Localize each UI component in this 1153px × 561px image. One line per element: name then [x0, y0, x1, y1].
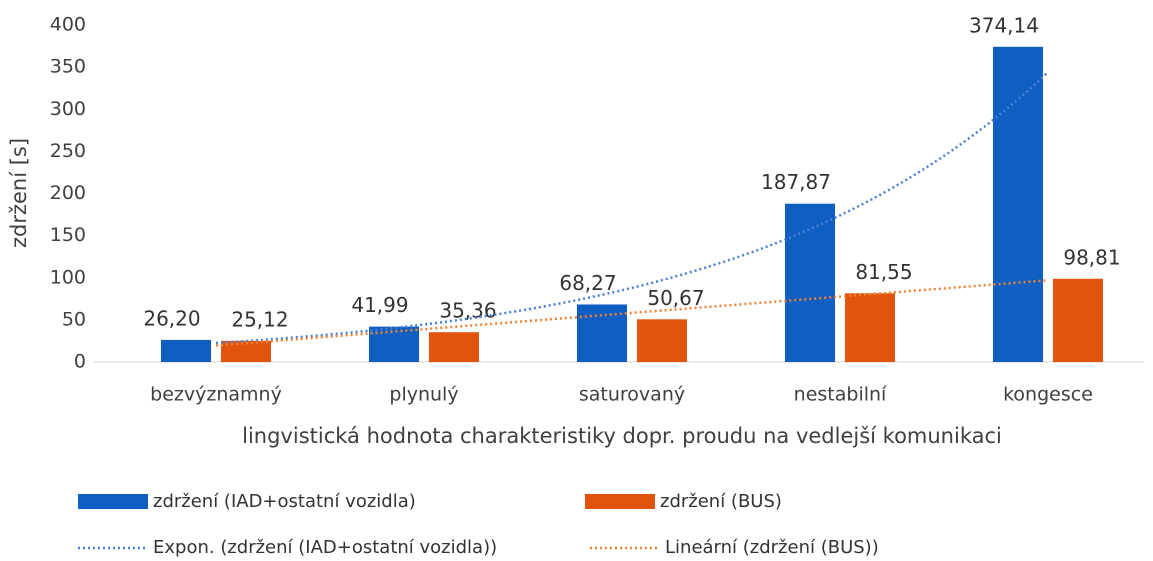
bar: [1053, 278, 1103, 362]
x-tick-label: kongesce: [1003, 384, 1093, 406]
trendline: [215, 71, 1049, 345]
value-label: 41,99: [351, 293, 408, 317]
bar: [429, 332, 479, 362]
x-tick-label: bezvýznamný: [150, 384, 282, 406]
value-label: 50,67: [647, 286, 704, 310]
x-axis-title: lingvistická hodnota charakteristiky dop…: [242, 424, 1002, 448]
bar: [221, 340, 271, 362]
legend-swatch: [585, 494, 655, 509]
bar: [577, 304, 627, 362]
legend-label: zdržení (BUS): [660, 491, 782, 512]
bar: [785, 203, 835, 362]
x-tick-label: nestabilní: [794, 384, 887, 406]
value-label: 374,14: [969, 13, 1039, 37]
legend-label: zdržení (IAD+ostatní vozidla): [153, 491, 416, 512]
trendline: [215, 279, 1049, 347]
bar: [161, 339, 211, 362]
y-tick-label: 100: [50, 266, 86, 288]
bar: [845, 293, 895, 362]
x-tick-label: saturovaný: [579, 384, 685, 406]
legend-label: Lineární (zdržení (BUS)): [665, 537, 879, 558]
y-tick-label: 0: [74, 351, 86, 373]
bar: [637, 319, 687, 362]
x-tick-label: plynulý: [389, 384, 458, 406]
value-label: 35,36: [439, 299, 496, 323]
y-tick-label: 200: [50, 182, 86, 204]
bar: [993, 46, 1043, 362]
legend-swatch: [78, 494, 148, 509]
y-tick-label: 250: [50, 140, 86, 162]
y-tick-label: 350: [50, 56, 86, 78]
value-label: 68,27: [559, 271, 616, 295]
value-label: 98,81: [1063, 245, 1120, 269]
y-tick-label: 300: [50, 98, 86, 120]
y-tick-label: 150: [50, 224, 86, 246]
value-label: 81,55: [855, 260, 912, 284]
value-label: 25,12: [231, 307, 288, 331]
y-tick-label: 400: [50, 14, 86, 36]
value-label: 187,87: [761, 170, 831, 194]
y-tick-label: 50: [62, 308, 86, 330]
value-label: 26,20: [143, 306, 200, 330]
legend-label: Expon. (zdržení (IAD+ostatní vozidla)): [153, 537, 497, 558]
y-axis-title: zdržení [s]: [7, 138, 31, 248]
